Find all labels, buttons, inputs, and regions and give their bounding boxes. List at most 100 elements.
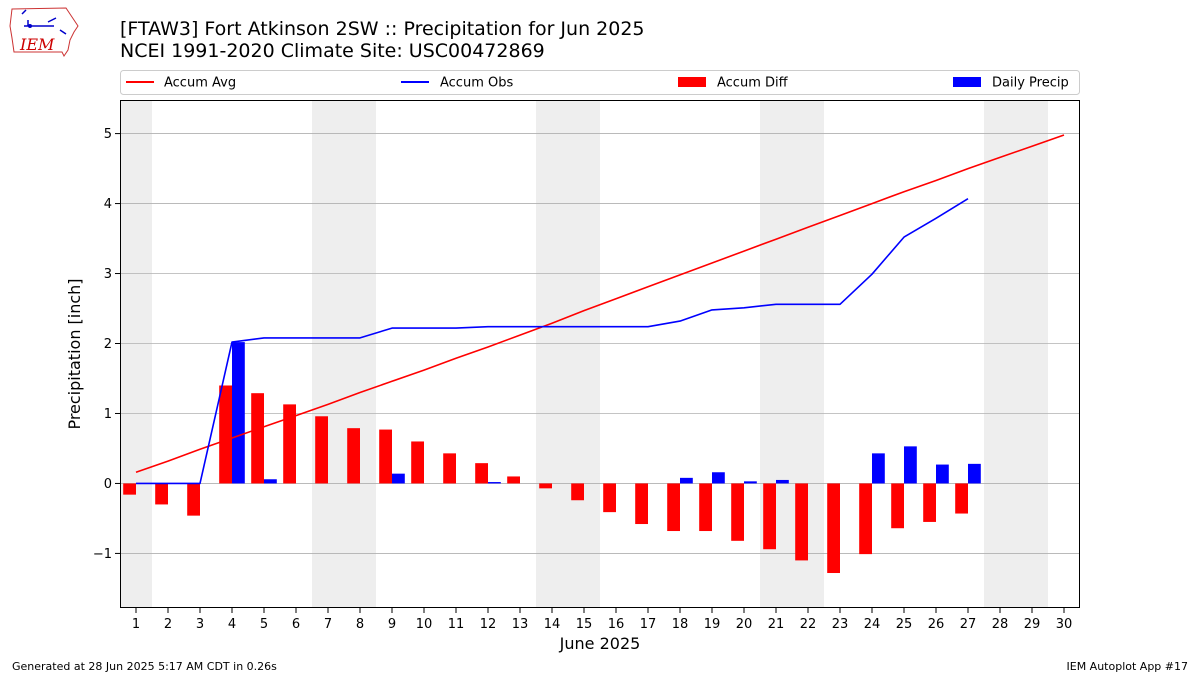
x-tick-label: 7 (324, 617, 332, 632)
daily-precip-bar (232, 342, 245, 484)
accum-diff-bar (379, 429, 392, 484)
daily-precip-bar (968, 463, 981, 484)
x-tick-label: 25 (896, 617, 913, 632)
weekend-band (120, 100, 152, 608)
x-tick-label: 16 (608, 617, 625, 632)
footer-generated: Generated at 28 Jun 2025 5:17 AM CDT in … (12, 660, 277, 673)
daily-precip-bar (680, 477, 693, 484)
y-tick-label: 2 (104, 337, 112, 352)
x-tick-label: 15 (576, 617, 593, 632)
x-tick-label: 4 (228, 617, 236, 632)
station-dot-icon (28, 24, 32, 28)
accum-diff-bar (475, 463, 488, 484)
accum-diff-bar (219, 385, 232, 484)
iem-logo: IEM (9, 7, 79, 57)
x-axis-label: June 2025 (559, 634, 641, 653)
lines (135, 134, 1065, 485)
daily-precip-bar (744, 481, 757, 484)
x-tick-label: 9 (388, 617, 396, 632)
accum-diff-bar (283, 404, 296, 484)
weekend-shading (120, 100, 1048, 608)
x-tick-label: 26 (928, 617, 945, 632)
x-tick-label: 30 (1056, 617, 1073, 632)
accum-diff-bar (955, 483, 968, 514)
x-tick-label: 1 (132, 617, 140, 632)
x-tick-label: 21 (768, 617, 785, 632)
y-axis-label: Precipitation [inch] (65, 278, 84, 429)
accum-diff-bar (763, 483, 776, 550)
accum-diff-bar (539, 483, 552, 489)
accum-diff-bar (507, 476, 520, 484)
weather-station-icon (21, 9, 67, 35)
accum-diff-bar (923, 483, 936, 522)
accum-diff-bar (635, 483, 648, 525)
weekend-band (536, 100, 600, 608)
x-tick-label: 11 (448, 617, 465, 632)
plot-frame (120, 100, 1080, 608)
weekend-band (312, 100, 376, 608)
legend-swatch-accum-diff (678, 77, 706, 87)
x-tick-label: 22 (800, 617, 817, 632)
x-tick-label: 28 (992, 617, 1009, 632)
legend-box (120, 70, 1080, 95)
accum-diff-bar (155, 483, 168, 505)
accum-avg-line (135, 134, 1065, 474)
chart-subtitle: NCEI 1991-2020 Climate Site: USC00472869 (120, 40, 545, 62)
x-tick-label: 19 (704, 617, 721, 632)
chart-title: [FTAW3] Fort Atkinson 2SW :: Precipitati… (120, 18, 645, 40)
accum-diff-bar (699, 483, 712, 532)
legend-label-accum-avg: Accum Avg (164, 76, 236, 91)
x-tick-label: 10 (416, 617, 433, 632)
y-tick-label: 5 (104, 127, 112, 142)
accum-obs-line (136, 198, 969, 485)
accum-diff-bar (411, 441, 424, 484)
accum-diff-bar (827, 483, 840, 574)
x-tick-label: 3 (196, 617, 204, 632)
accum-diff-bar (795, 483, 808, 561)
x-tick-label: 20 (736, 617, 753, 632)
x-tick-label: 6 (292, 617, 300, 632)
y-tick-label: −1 (93, 547, 112, 562)
accum-diff-bar (123, 483, 136, 495)
footer-app: IEM Autoplot App #17 (1066, 660, 1189, 673)
daily-precip-bar (904, 446, 917, 484)
daily-precip-bar (488, 482, 501, 484)
daily-precip-bar (872, 453, 885, 484)
accum-diff-bar (891, 483, 904, 529)
x-tick-label: 12 (480, 617, 497, 632)
x-tick-label: 17 (640, 617, 657, 632)
y-tick-label: 1 (104, 407, 112, 422)
bars (123, 342, 981, 574)
accum-diff-bar (571, 483, 584, 501)
x-tick-label: 23 (832, 617, 849, 632)
x-tick-label: 24 (864, 617, 881, 632)
legend: Accum Avg Accum Obs Accum Diff Daily Pre… (120, 70, 1080, 95)
grid-lines (120, 133, 1080, 554)
x-tick-label: 14 (544, 617, 561, 632)
logo-text: IEM (19, 35, 55, 54)
accum-diff-bar (315, 416, 328, 484)
y-tick-label: 0 (104, 477, 112, 492)
accum-diff-bar (603, 483, 616, 513)
accum-diff-bar (347, 428, 360, 484)
legend-label-accum-diff: Accum Diff (717, 76, 789, 91)
x-tick-label: 18 (672, 617, 689, 632)
legend-label-accum-obs: Accum Obs (440, 76, 513, 91)
legend-label-daily-precip: Daily Precip (992, 76, 1069, 91)
daily-precip-bar (712, 472, 725, 484)
x-tick-label: 8 (356, 617, 364, 632)
x-tick-label: 27 (960, 617, 977, 632)
y-tick-label: 4 (104, 197, 112, 212)
y-tick-label: 3 (104, 267, 112, 282)
legend-swatch-daily-precip (953, 77, 981, 87)
x-tick-label: 13 (512, 617, 529, 632)
iowa-outline (9, 7, 79, 57)
x-tick-label: 29 (1024, 617, 1041, 632)
x-tick-label: 2 (164, 617, 172, 632)
x-tick-label: 5 (260, 617, 268, 632)
accum-diff-bar (731, 483, 744, 541)
accum-diff-bar (667, 483, 680, 532)
daily-precip-bar (392, 473, 405, 484)
